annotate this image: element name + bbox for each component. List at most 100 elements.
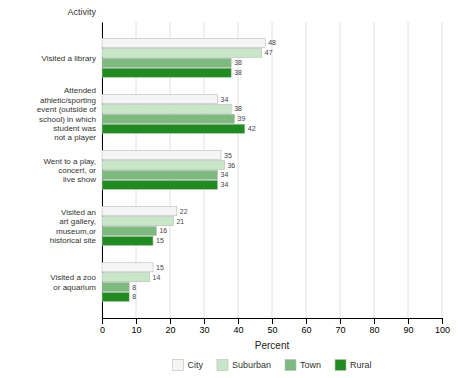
y-tick-label-line: Went to a play, xyxy=(43,157,96,166)
bar xyxy=(102,48,262,57)
data-label: 16 xyxy=(159,227,167,234)
data-label: 15 xyxy=(156,237,164,244)
x-tick: 70 xyxy=(335,318,345,335)
y-tick-label: Visited a library xyxy=(41,54,96,63)
bar xyxy=(102,263,153,272)
bar xyxy=(102,283,129,292)
y-tick-label-line: historical site xyxy=(50,236,97,245)
x-tick-label: 80 xyxy=(369,325,379,335)
y-tick-label-line: Visited an xyxy=(61,208,96,217)
x-tick-mark xyxy=(374,318,375,324)
bars xyxy=(102,38,265,301)
data-labels: 48343522154738362114383934168384234158 xyxy=(132,39,276,300)
bar xyxy=(102,114,235,123)
grid-line xyxy=(340,22,341,318)
y-tick-label-line: school) in which xyxy=(39,115,96,124)
grid xyxy=(102,22,442,318)
plot: 0 10 20 30 40 50 60 70 80 90 100 Visited a library A… xyxy=(37,22,450,335)
y-tick-label-line: Attended xyxy=(64,86,96,95)
x-axis-title: Percent xyxy=(255,340,290,351)
y-tick-label-line: art gallery, xyxy=(59,217,96,226)
chart: 0 10 20 30 40 50 60 70 80 90 100 Visited a library A… xyxy=(0,0,458,378)
data-label: 42 xyxy=(248,125,256,132)
legend-swatch xyxy=(217,360,228,371)
bar xyxy=(102,236,153,245)
y-tick: Visited a zooor aquarium xyxy=(50,273,96,291)
grid-line xyxy=(306,22,307,318)
data-label: 39 xyxy=(238,115,246,122)
data-label: 35 xyxy=(224,152,232,159)
grid-line xyxy=(374,22,375,318)
x-tick-mark xyxy=(272,318,273,324)
x-tick-label: 20 xyxy=(165,325,175,335)
data-label: 47 xyxy=(265,49,273,56)
bar xyxy=(102,161,224,170)
bar xyxy=(102,68,231,77)
data-label: 38 xyxy=(234,59,242,66)
x-tick: 10 xyxy=(131,318,141,335)
grid-line xyxy=(408,22,409,318)
bar xyxy=(102,217,173,226)
x-tick-mark xyxy=(102,318,103,324)
data-label: 14 xyxy=(153,274,161,281)
y-tick-label-line: student was xyxy=(53,124,96,133)
legend-item: Rural xyxy=(335,360,372,371)
bar xyxy=(102,292,129,301)
data-label: 38 xyxy=(234,105,242,112)
x-tick: 80 xyxy=(369,318,379,335)
x-tick-label: 40 xyxy=(233,325,243,335)
x-tick-mark xyxy=(136,318,137,324)
bar xyxy=(102,95,218,104)
bar xyxy=(102,207,177,216)
legend: City Suburban Town Rural xyxy=(172,360,371,371)
y-tick-label-line: Visited a library xyxy=(41,54,96,63)
x-tick-mark xyxy=(204,318,205,324)
bar xyxy=(102,58,231,67)
legend-swatch xyxy=(335,360,346,371)
x-tick-mark xyxy=(170,318,171,324)
x-tick: 0 xyxy=(100,318,105,335)
data-label: 38 xyxy=(234,69,242,76)
x-tick: 40 xyxy=(233,318,243,335)
x-tick: 100 xyxy=(435,318,450,335)
y-tick: Went to a play,concert, orlive show xyxy=(43,157,96,185)
data-label: 22 xyxy=(180,208,188,215)
legend-swatch xyxy=(172,360,183,371)
legend-swatch xyxy=(285,360,296,371)
y-tick-label-line: not a player xyxy=(54,133,96,142)
legend-label: City xyxy=(187,360,203,370)
bar xyxy=(102,273,150,282)
y-tick-label-line: concert, or xyxy=(58,166,96,175)
legend-label: Suburban xyxy=(232,360,271,370)
x-axis: 0 10 20 30 40 50 60 70 80 90 100 xyxy=(100,318,450,335)
x-tick-label: 100 xyxy=(435,325,450,335)
bar xyxy=(102,38,265,47)
data-label: 8 xyxy=(132,293,136,300)
y-tick-label: Visited a zooor aquarium xyxy=(50,273,96,291)
y-tick-label-line: museum,or xyxy=(56,227,96,236)
legend-item: Town xyxy=(285,360,321,371)
bar xyxy=(102,180,218,189)
x-tick: 60 xyxy=(301,318,311,335)
x-tick: 30 xyxy=(199,318,209,335)
y-tick-label: Went to a play,concert, orlive show xyxy=(43,157,96,185)
data-label: 48 xyxy=(268,39,276,46)
y-tick-label: Attendedathletic/sportingevent (outside … xyxy=(37,86,97,142)
grid-line xyxy=(272,22,273,318)
x-tick: 90 xyxy=(403,318,413,335)
y-tick: Visited a library xyxy=(41,54,96,63)
data-label: 15 xyxy=(156,264,164,271)
legend-label: Town xyxy=(300,360,321,370)
x-tick-label: 50 xyxy=(267,325,277,335)
x-tick-mark xyxy=(442,318,443,324)
legend-label: Rural xyxy=(350,360,372,370)
y-tick-label-line: or aquarium xyxy=(53,283,96,292)
data-label: 34 xyxy=(221,96,229,103)
data-label: 8 xyxy=(132,284,136,291)
x-tick-label: 90 xyxy=(403,325,413,335)
x-tick: 50 xyxy=(267,318,277,335)
x-tick-mark xyxy=(340,318,341,324)
y-tick-label-line: Visited a zoo xyxy=(50,273,96,282)
bar xyxy=(102,124,245,133)
data-label: 21 xyxy=(176,218,184,225)
